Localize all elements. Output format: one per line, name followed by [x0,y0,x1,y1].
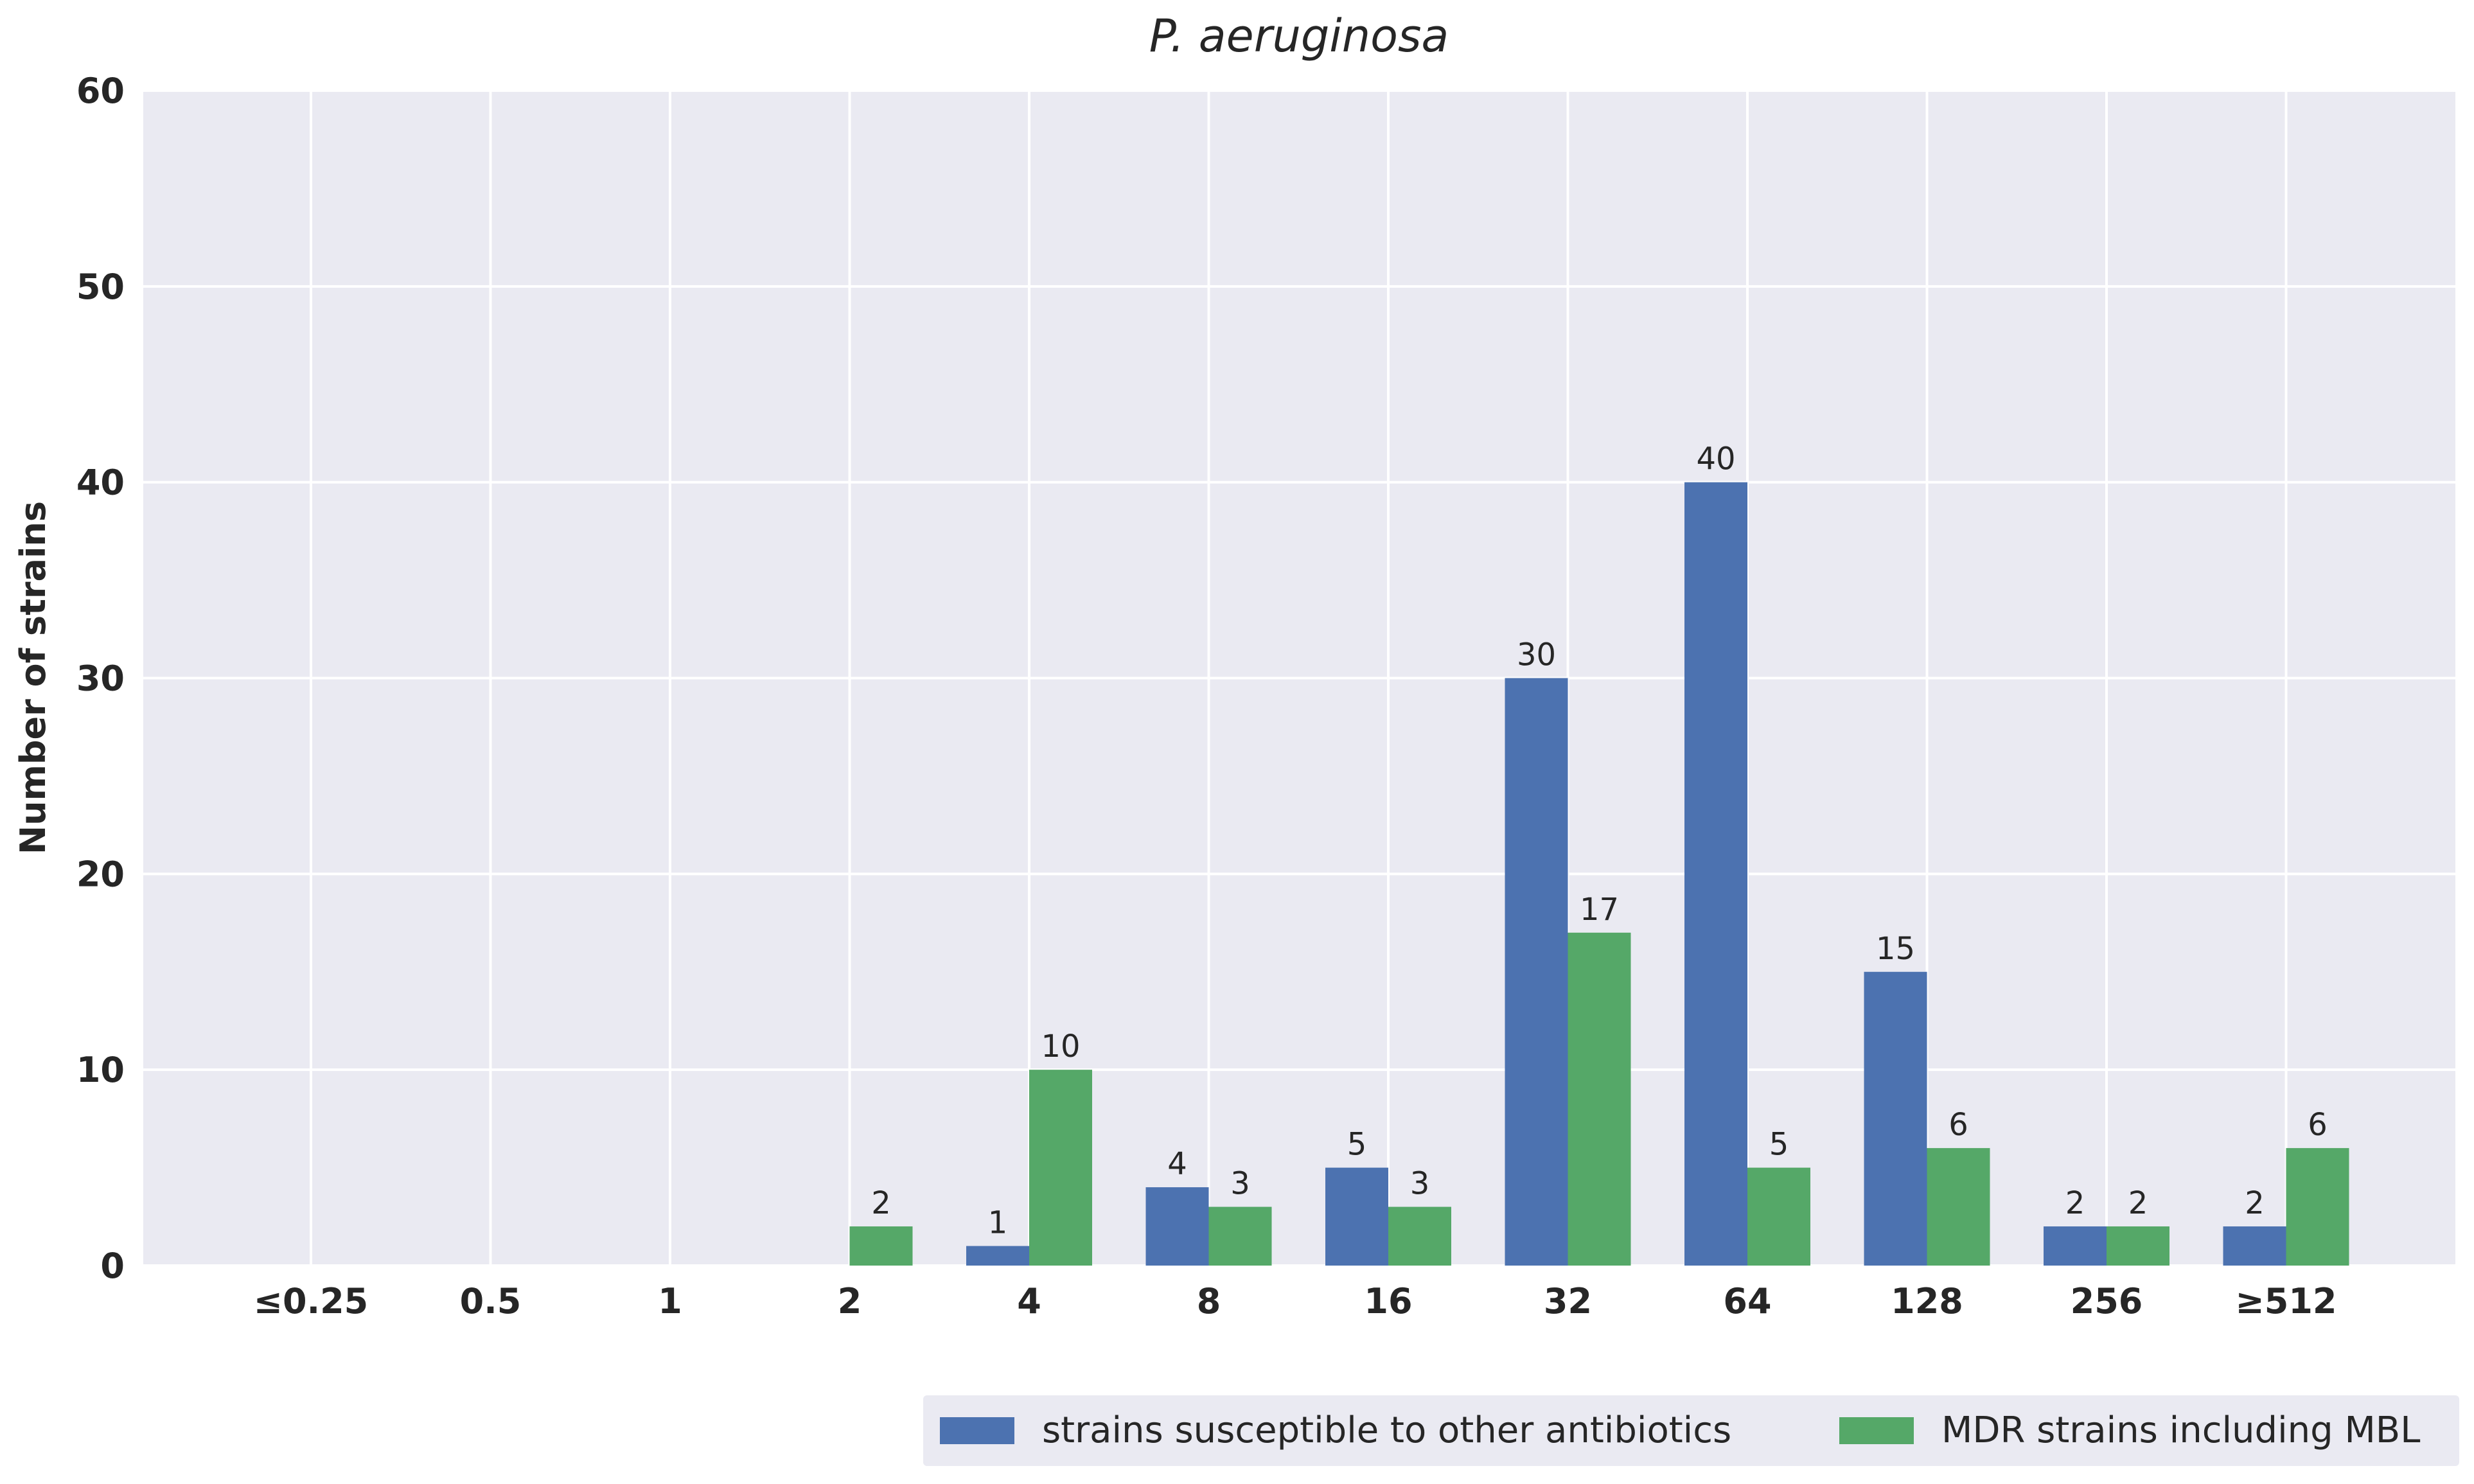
bar-value-label: 2 [2128,1185,2148,1221]
bars [849,482,2349,1266]
bar-susceptible [966,1246,1029,1266]
bar-susceptible [2223,1226,2286,1266]
bar-value-label: 30 [1517,637,1556,673]
y-tick-label: 40 [76,463,125,503]
bar-value-label: 2 [871,1185,891,1221]
bar-value-label: 6 [1948,1107,1968,1143]
x-tick-label: 8 [1197,1281,1221,1321]
legend-swatch-susceptible [940,1417,1014,1444]
chart-title: P. aeruginosa [1149,10,1449,62]
bar-susceptible [2044,1226,2107,1266]
y-tick-label: 50 [76,267,125,307]
bar-mdr [1747,1167,1810,1266]
x-tick-label: 128 [1891,1281,1963,1321]
bar-value-label: 4 [1167,1146,1187,1182]
x-tick-label: 1 [658,1281,682,1321]
y-tick-label: 30 [76,658,125,699]
bar-mdr [1388,1206,1451,1266]
y-tick-label: 20 [76,854,125,894]
legend: strains susceptible to other antibiotics… [923,1395,2459,1466]
bar-value-label: 17 [1580,892,1619,928]
bar-mdr [2286,1148,2349,1266]
x-tick-label: ≥512 [2236,1281,2337,1321]
y-axis-ticks: 0 10 20 30 40 50 60 [76,71,125,1286]
bar-susceptible [1505,678,1568,1266]
bar-susceptible [1145,1187,1209,1266]
x-tick-label: 16 [1364,1281,1412,1321]
bar-mdr [1029,1070,1092,1266]
x-tick-label: 2 [838,1281,862,1321]
x-axis-ticks: ≤0.25 0.5 1 2 4 8 16 32 64 128 256 ≥512 [254,1281,2337,1321]
bar-value-label: 15 [1876,931,1915,967]
y-tick-label: 0 [100,1246,125,1286]
legend-box [923,1395,2459,1466]
y-axis-title: Number of strains [13,501,53,854]
bar-susceptible [1864,971,1927,1266]
bar-mdr [1208,1206,1272,1266]
x-tick-label: 0.5 [460,1281,522,1321]
bar-value-label: 5 [1769,1127,1789,1163]
bar-mdr [1568,932,1631,1266]
legend-swatch-mdr [1839,1417,1914,1444]
x-tick-label: 64 [1723,1281,1771,1321]
bar-value-label: 5 [1347,1127,1367,1163]
bar-value-label: 3 [1230,1166,1250,1202]
bar-mdr [2107,1226,2169,1266]
bar-mdr [1927,1148,1990,1266]
y-tick-label: 60 [76,71,125,111]
bar-value-label: 2 [2245,1185,2265,1221]
legend-label-susceptible: strains susceptible to other antibiotics [1042,1409,1731,1451]
bar-value-label: 10 [1041,1029,1080,1064]
bar-mdr [849,1226,913,1266]
x-tick-label: ≤0.25 [254,1281,368,1321]
x-tick-label: 4 [1017,1281,1041,1321]
bar-susceptible [1325,1167,1388,1266]
x-tick-label: 32 [1544,1281,1592,1321]
bar-susceptible [1684,482,1747,1266]
bar-value-label: 2 [2065,1185,2085,1221]
y-tick-label: 10 [76,1050,125,1090]
x-tick-label: 256 [2071,1281,2143,1321]
bar-value-label: 6 [2308,1107,2328,1143]
bar-value-label: 3 [1410,1166,1430,1202]
bar-value-label: 1 [988,1205,1008,1241]
bar-value-labels: 1 4 5 30 40 15 2 2 2 10 3 3 17 5 6 2 6 [871,441,2328,1241]
bar-value-label: 40 [1696,441,1735,477]
legend-label-mdr: MDR strains including MBL [1941,1409,2420,1451]
